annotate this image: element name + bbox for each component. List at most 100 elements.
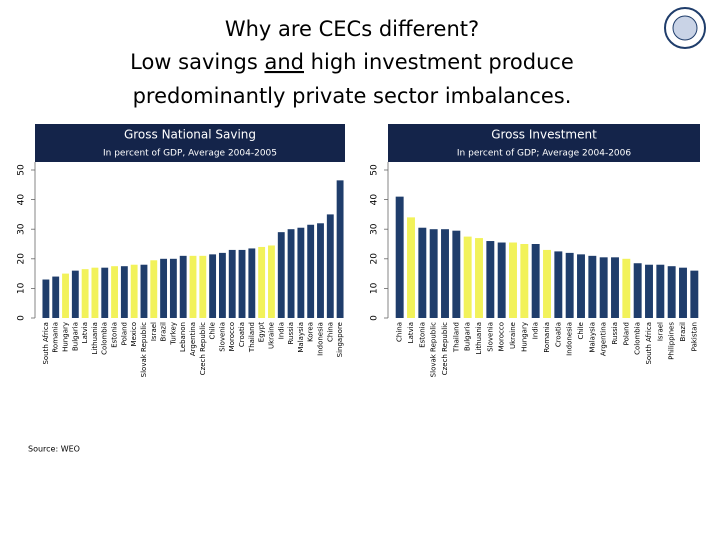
bar [520, 244, 529, 318]
bar [656, 264, 665, 318]
x-tick-label: Argentina [189, 322, 197, 356]
bar [120, 266, 128, 318]
x-tick-label: Malaysia [297, 322, 305, 353]
bar [160, 258, 168, 318]
bar [52, 276, 60, 318]
x-tick-label: Hungary [520, 322, 528, 352]
x-tick-label: China [326, 322, 334, 342]
x-tick-label: Lithuania [475, 322, 483, 354]
bar [140, 264, 148, 318]
bar [588, 255, 597, 318]
bar [336, 180, 344, 318]
logo [664, 7, 706, 49]
bar [209, 254, 217, 318]
bar [463, 236, 472, 318]
bar [395, 196, 404, 318]
bar [317, 223, 324, 318]
x-tick-label: China [396, 322, 404, 342]
bar [111, 266, 118, 318]
chart-header [388, 124, 700, 162]
x-tick-label: Argentina [600, 322, 608, 356]
x-tick-label: Slovak Republic [140, 322, 148, 377]
x-tick-label: Poland [120, 322, 128, 345]
bar [599, 257, 608, 318]
bar [277, 232, 285, 318]
x-tick-label: Russia [611, 322, 619, 345]
x-tick-label: Estonia [418, 322, 426, 348]
bar [577, 254, 585, 318]
x-tick-label: Ukraine [267, 322, 275, 349]
y-tick-label: 10 [370, 282, 380, 294]
bar [667, 266, 676, 318]
bar [268, 245, 275, 318]
y-tick-label: 0 [370, 315, 380, 321]
bar [62, 273, 69, 318]
x-tick-label: Philippines [668, 322, 676, 360]
x-tick-label: Egypt [258, 322, 266, 342]
x-tick-label: Mexico [130, 322, 138, 346]
bar [554, 251, 563, 318]
x-tick-label: Colombia [634, 322, 642, 355]
bar [189, 255, 197, 318]
bar [418, 227, 427, 318]
bar [238, 249, 246, 318]
x-tick-label: Malaysia [588, 322, 596, 353]
bar [307, 224, 315, 318]
y-tick-label: 50 [17, 164, 27, 176]
y-tick-label: 10 [17, 282, 27, 294]
x-tick-label: Indonesia [566, 322, 574, 356]
x-tick-label: Czech Republic [199, 322, 207, 375]
x-tick-label: Thailand [248, 322, 256, 353]
source-note: Source: WEO [28, 445, 80, 454]
x-tick-label: South Africa [42, 322, 50, 365]
bar [531, 244, 540, 318]
bar [101, 267, 109, 318]
x-tick-label: Bulgaria [71, 322, 79, 351]
x-tick-label: Turkey [169, 322, 177, 346]
x-tick-label: Morocco [228, 322, 236, 351]
bar [228, 249, 236, 318]
x-tick-label: Slovenia [486, 322, 494, 352]
x-tick-label: Chile [577, 322, 585, 340]
x-tick-label: Ukraine [509, 322, 517, 349]
x-tick-label: India [277, 322, 285, 339]
chart-title: Gross Investment [491, 128, 597, 142]
x-tick-label: Singapore [336, 322, 344, 357]
x-tick-label: Russia [287, 322, 295, 345]
x-tick-label: Bulgaria [464, 322, 472, 351]
x-tick-label: Indonesia [316, 322, 324, 356]
bar [611, 257, 619, 318]
bar [407, 217, 415, 318]
x-tick-label: Slovak Republic [430, 322, 438, 377]
x-tick-label: Poland [622, 322, 630, 345]
x-tick-label: Colombia [101, 322, 109, 355]
bar [218, 252, 226, 318]
title-part: Low savings [130, 50, 264, 74]
bar [297, 227, 305, 318]
chart-subtitle: In percent of GDP, Average 2004-2005 [103, 149, 277, 159]
bar [633, 263, 642, 318]
x-tick-label: Lithuania [91, 322, 99, 354]
x-tick-label: Thailand [452, 322, 460, 353]
x-tick-label: Brazil [160, 322, 168, 342]
bar [565, 252, 574, 318]
x-tick-label: Pakistan [690, 322, 698, 351]
bar [91, 267, 99, 318]
x-tick-label: Croatia [554, 322, 562, 347]
bar [130, 264, 138, 318]
y-tick-label: 30 [370, 223, 380, 235]
bar [690, 270, 699, 318]
y-tick-label: 50 [370, 164, 380, 176]
title-underlined: and [264, 50, 304, 74]
x-tick-label: Israel [150, 322, 158, 341]
bar [287, 229, 295, 318]
x-tick-label: India [532, 322, 540, 339]
x-tick-label: Latvia [407, 322, 415, 343]
y-tick-label: 30 [17, 223, 27, 235]
x-tick-label: Romania [543, 322, 551, 353]
x-tick-label: Slovenia [218, 322, 226, 352]
bar [81, 269, 89, 318]
bar [452, 230, 461, 318]
y-tick-label: 20 [17, 253, 27, 265]
